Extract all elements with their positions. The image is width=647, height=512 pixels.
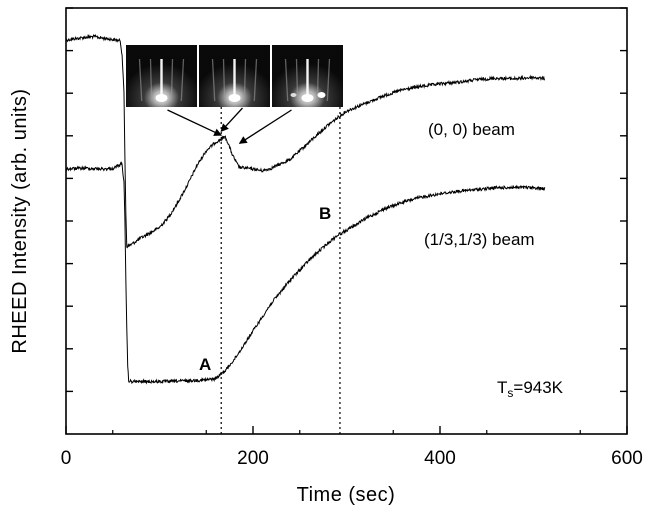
inset-arrow-0 xyxy=(167,109,223,136)
label-beam-00: (0, 0) beam xyxy=(428,120,515,139)
temperature-symbol: T xyxy=(497,378,507,397)
reference-lines xyxy=(220,78,341,434)
x-ticks: 0 200 400 600 xyxy=(61,426,643,469)
inset-arrow-1 xyxy=(220,107,243,132)
series-group xyxy=(65,33,546,385)
inset-arrows xyxy=(167,107,292,144)
x-tick-label-1: 200 xyxy=(237,448,269,469)
x-axis-label: Time (sec) xyxy=(297,484,396,506)
label-beam-13: (1/3,1/3) beam xyxy=(424,230,535,249)
point-label-a: A xyxy=(199,355,211,374)
rheed-pattern-image-0 xyxy=(126,45,197,107)
temperature-subscript: s xyxy=(507,386,513,400)
rheed-pattern-image-1 xyxy=(199,45,270,107)
series-line-0 xyxy=(65,33,546,249)
y-ticks xyxy=(66,7,627,393)
temperature-value: =943K xyxy=(513,378,563,397)
series-line-1 xyxy=(65,161,546,385)
x-tick-label-3: 600 xyxy=(611,448,643,469)
y-axis-label: RHEED Intensity (arb. units) xyxy=(9,88,31,353)
rheed-pattern-image-2 xyxy=(272,45,343,107)
point-label-b: B xyxy=(319,204,331,223)
x-tick-label-2: 400 xyxy=(424,448,456,469)
x-tick-label-0: 0 xyxy=(61,448,72,469)
rheed-inset xyxy=(126,45,343,107)
substrate-temperature: Ts=943K xyxy=(497,378,564,400)
inset-arrow-2 xyxy=(238,109,292,144)
